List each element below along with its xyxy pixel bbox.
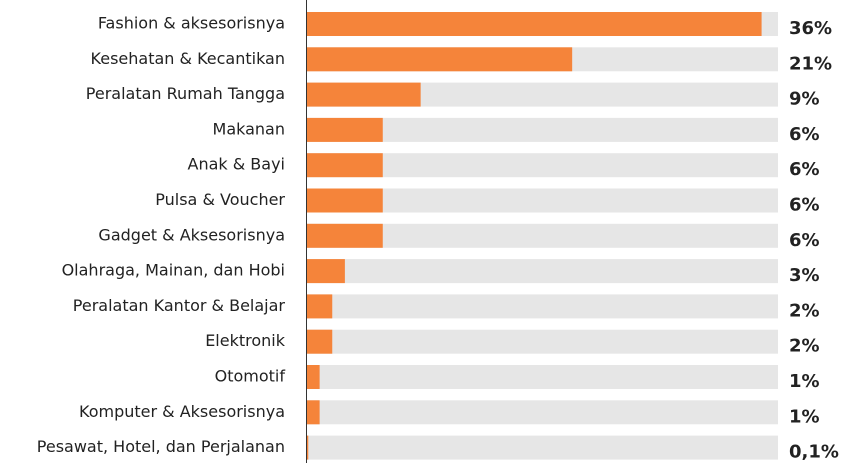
value-label: 36%	[789, 18, 832, 39]
category-label: Peralatan Rumah Tangga	[86, 84, 285, 103]
category-label: Komputer & Aksesorisnya	[79, 402, 285, 421]
bar	[307, 153, 383, 178]
value-label: 1%	[789, 406, 820, 427]
value-label: 6%	[789, 195, 820, 216]
bar-track	[307, 400, 778, 425]
bar-track	[307, 435, 778, 460]
category-label: Olahraga, Mainan, dan Hobi	[62, 261, 285, 280]
value-label: 9%	[789, 89, 820, 110]
value-label: 1%	[789, 371, 820, 392]
bar	[307, 365, 320, 389]
value-label: 0,1%	[789, 442, 839, 463]
category-label: Fashion & aksesorisnya	[98, 14, 285, 33]
bar-track	[307, 223, 778, 248]
category-label: Pulsa & Voucher	[155, 190, 285, 209]
bar	[307, 117, 383, 142]
bar	[307, 12, 762, 36]
category-label: Kesehatan & Kecantikan	[91, 49, 285, 68]
bar-track	[307, 188, 778, 213]
bar-track	[307, 365, 778, 389]
value-label: 3%	[789, 265, 820, 286]
value-label: 6%	[789, 230, 820, 251]
bar	[307, 400, 320, 425]
value-label: 6%	[789, 124, 820, 145]
category-label: Makanan	[213, 119, 285, 138]
bar	[307, 223, 383, 248]
bar	[307, 82, 421, 107]
bar	[307, 47, 573, 72]
bar-track	[307, 259, 778, 284]
bar-track	[307, 294, 778, 319]
value-label: 2%	[789, 300, 820, 321]
category-label: Peralatan Kantor & Belajar	[73, 296, 286, 315]
category-label: Gadget & Aksesorisnya	[98, 225, 285, 244]
category-label: Otomotif	[215, 367, 286, 386]
category-label: Elektronik	[205, 331, 286, 350]
value-label: 2%	[789, 336, 820, 357]
bar-track	[307, 153, 778, 178]
bar	[307, 188, 383, 213]
bar	[307, 294, 333, 319]
bar	[307, 259, 345, 284]
category-label: Pesawat, Hotel, dan Perjalanan	[37, 437, 285, 456]
bar-track	[307, 329, 778, 354]
value-label: 21%	[789, 53, 832, 74]
bar-track	[307, 117, 778, 142]
category-label: Anak & Bayi	[188, 155, 286, 174]
value-label: 6%	[789, 159, 820, 180]
bar	[307, 329, 333, 354]
bar	[307, 435, 309, 460]
